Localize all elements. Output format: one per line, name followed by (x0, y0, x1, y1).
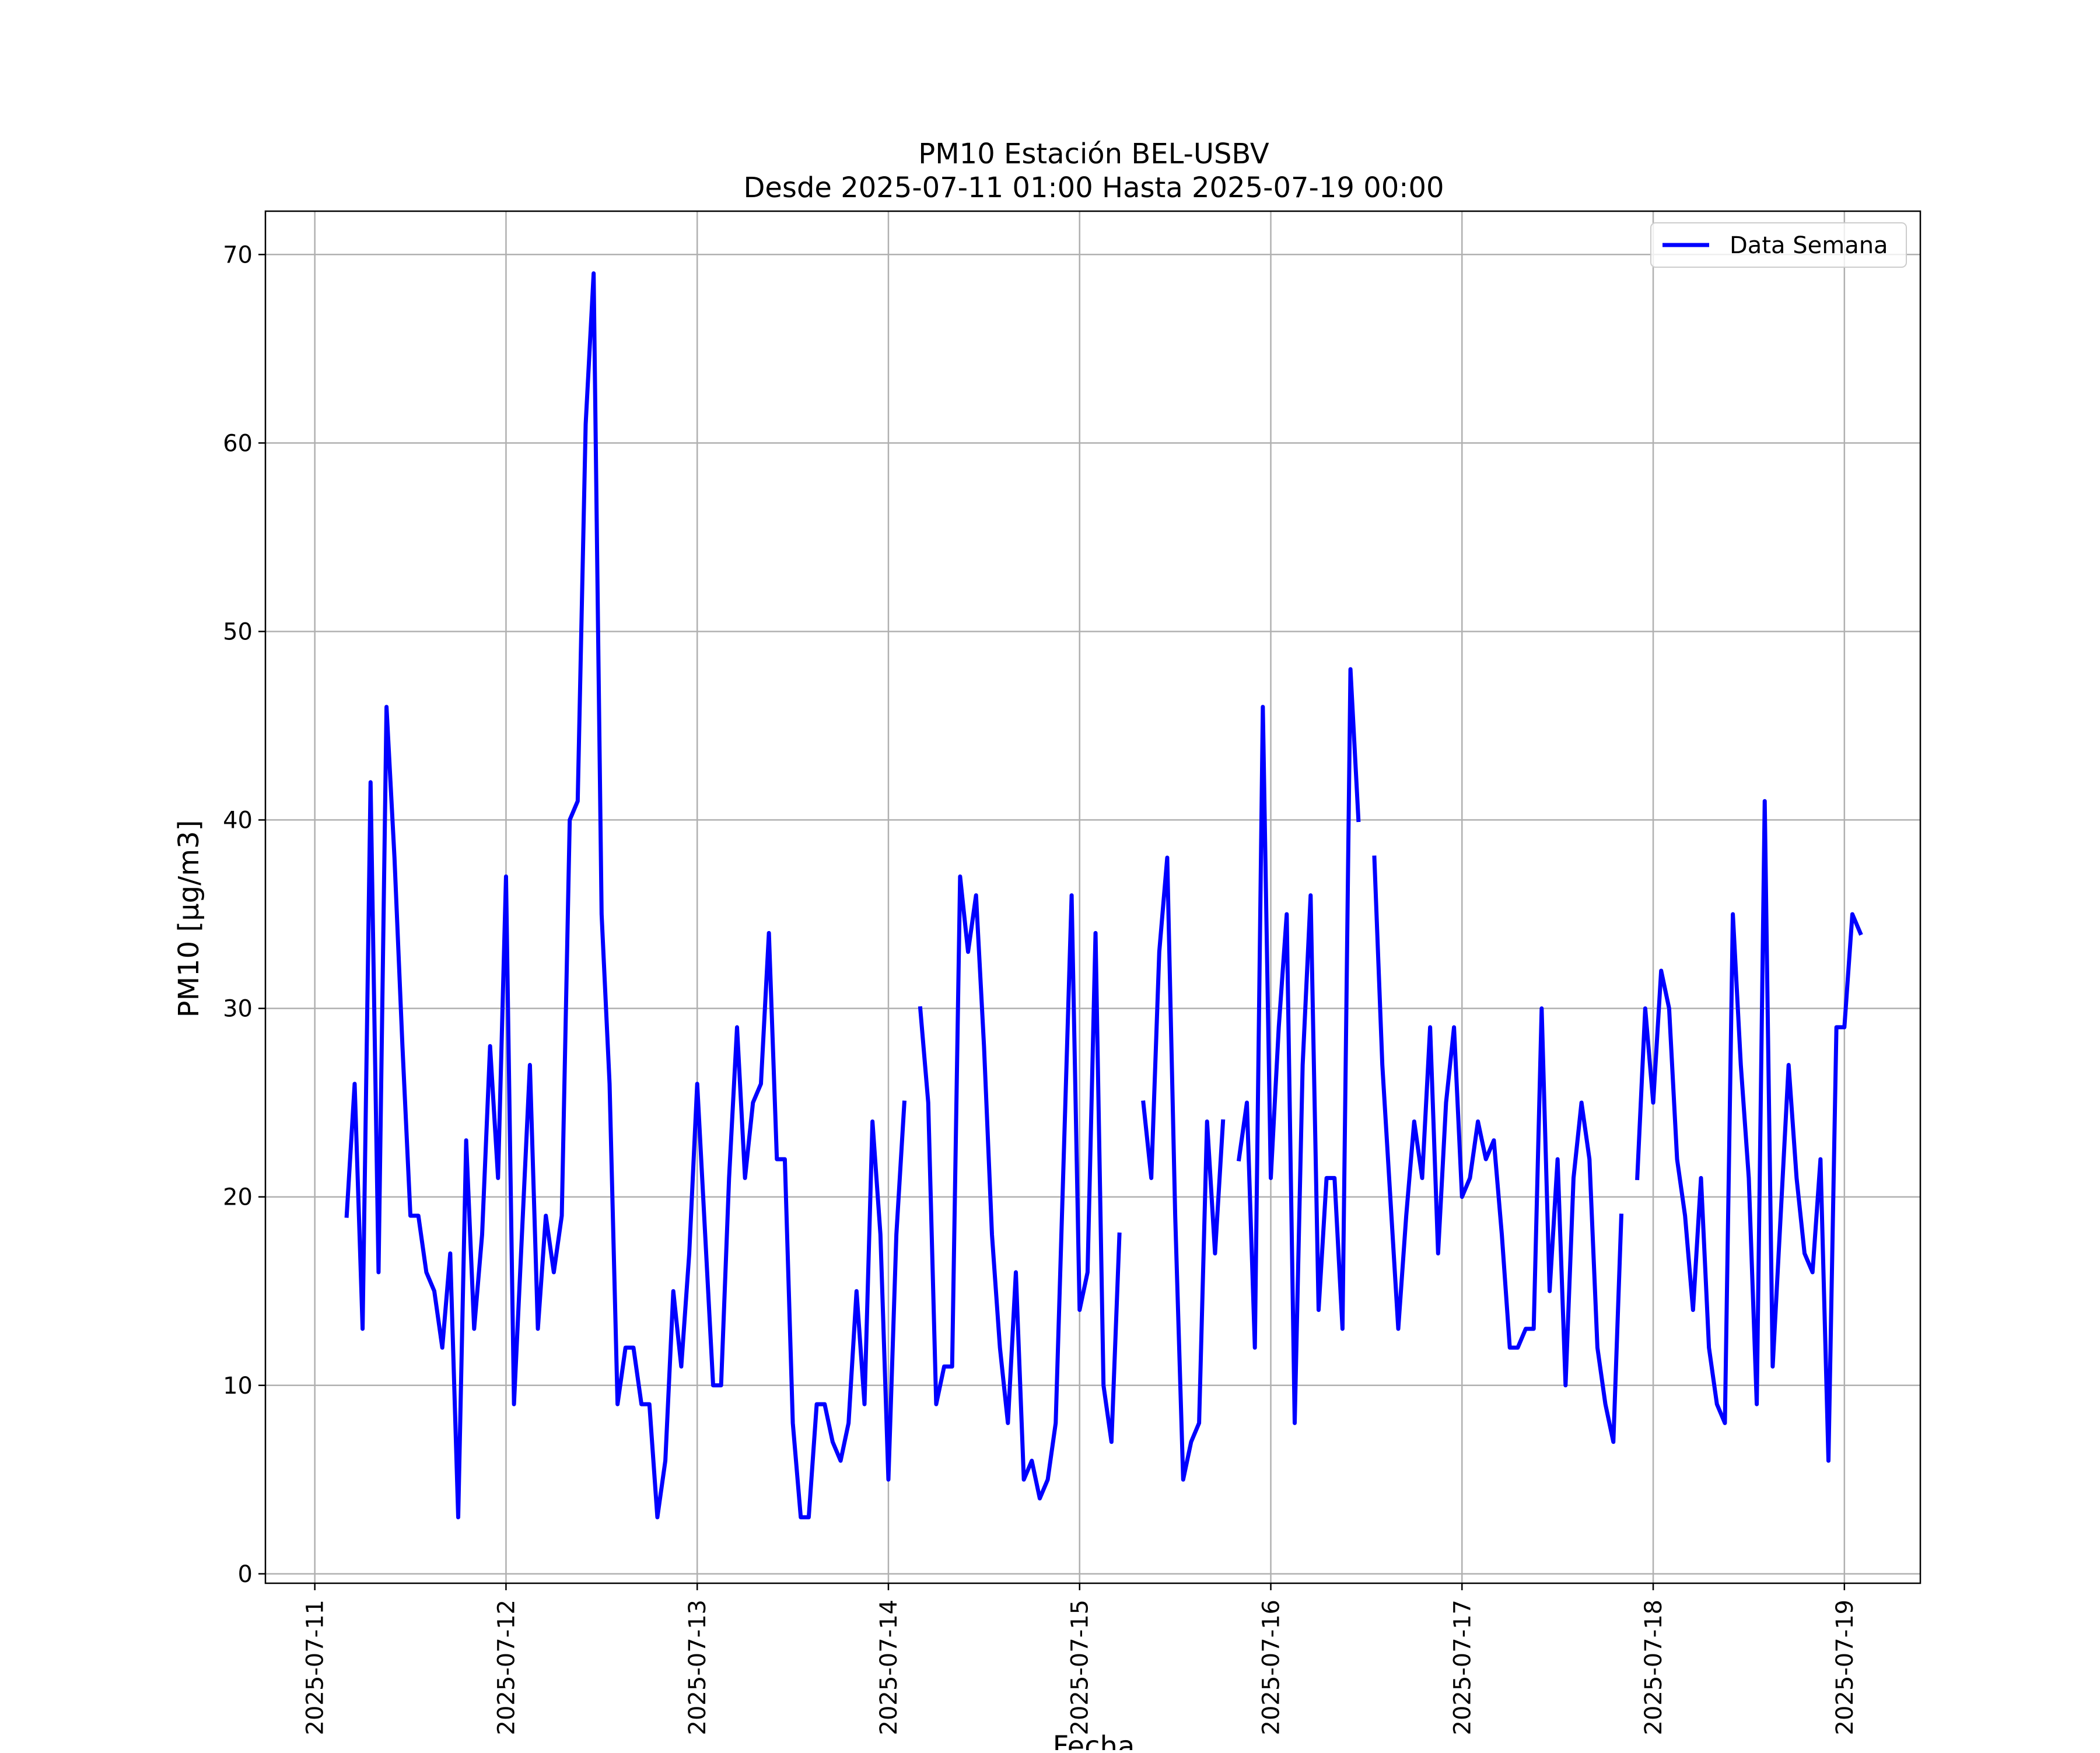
y-tick-label: 50 (223, 618, 253, 645)
axis-ticks: 0 10 20 30 40 50 60 70 2025-07-11 2025-07-12 2025-… (223, 242, 1859, 1735)
chart-subtitle: Desde 2025-07-11 01:00 Hasta 2025-07-19 … (743, 172, 1444, 204)
y-tick-label: 20 (223, 1184, 253, 1211)
y-tick-label: 70 (223, 242, 253, 268)
y-tick-label: 0 (238, 1561, 253, 1588)
series-lines (344, 271, 1863, 1520)
x-tick-label: 2025-07-12 (493, 1600, 520, 1735)
legend-label: Data Semana (1730, 232, 1888, 259)
legend-box (1650, 222, 1907, 268)
x-axis-title: Fecha (1053, 1730, 1135, 1750)
y-axis-title: PM10 [μg/m3] (173, 820, 205, 1018)
x-tick-label: 2025-07-19 (1832, 1600, 1859, 1735)
y-tick-label: 60 (223, 430, 253, 457)
series-line (344, 271, 1863, 1520)
y-tick-label: 30 (223, 996, 253, 1023)
x-tick-label: 2025-07-13 (684, 1600, 711, 1735)
x-tick-label: 2025-07-15 (1067, 1600, 1094, 1735)
x-tick-label: 2025-07-18 (1640, 1600, 1667, 1735)
legend: Data Semana (1650, 222, 1907, 268)
x-tick-label: 2025-07-14 (876, 1600, 902, 1735)
y-tick-label: 40 (223, 807, 253, 834)
y-tick-label: 10 (223, 1373, 253, 1399)
chart-title: PM10 Estación BEL-USBV (918, 138, 1269, 170)
x-tick-label: 2025-07-17 (1449, 1600, 1476, 1735)
x-tick-label: 2025-07-16 (1258, 1600, 1285, 1735)
x-tick-label: 2025-07-11 (302, 1600, 329, 1735)
plot-frame (264, 210, 1922, 1584)
